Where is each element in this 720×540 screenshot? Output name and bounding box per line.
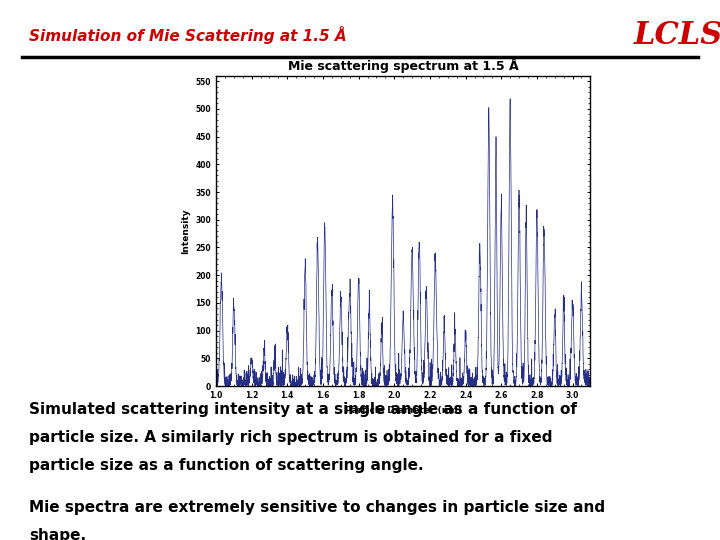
Text: particle size as a function of scattering angle.: particle size as a function of scatterin… — [29, 458, 423, 474]
Text: LCLS: LCLS — [634, 19, 720, 51]
Text: particle size. A similarly rich spectrum is obtained for a fixed: particle size. A similarly rich spectrum… — [29, 430, 552, 445]
Text: shape.: shape. — [29, 528, 86, 540]
Text: Mie spectra are extremely sensitive to changes in particle size and: Mie spectra are extremely sensitive to c… — [29, 500, 605, 515]
Y-axis label: Intensity: Intensity — [181, 208, 190, 254]
X-axis label: Particle Diameter (nm): Particle Diameter (nm) — [345, 406, 462, 415]
Title: Mie scattering spectrum at 1.5 Å: Mie scattering spectrum at 1.5 Å — [288, 58, 518, 73]
Text: Simulated scattering intensity at a single angle as a function of: Simulated scattering intensity at a sing… — [29, 402, 577, 417]
Text: Simulation of Mie Scattering at 1.5 Å: Simulation of Mie Scattering at 1.5 Å — [29, 26, 346, 44]
